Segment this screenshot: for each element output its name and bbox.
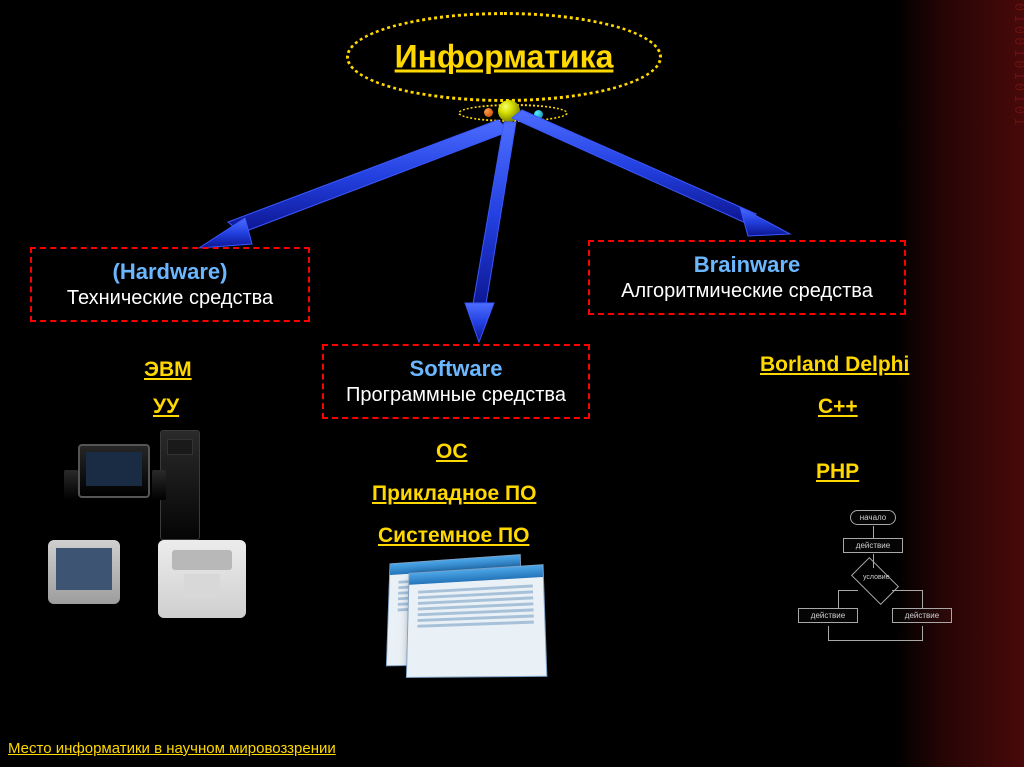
- hardware-illustration: [40, 440, 300, 640]
- center-sphere: [498, 100, 520, 122]
- brainware-link-php[interactable]: PHP: [816, 460, 859, 484]
- crt-monitor-icon: [48, 540, 120, 604]
- fc-action-left: действие: [798, 608, 858, 623]
- fc-start: начало: [850, 510, 896, 525]
- small-sphere-right: [534, 110, 543, 119]
- main-title: Информатика: [395, 39, 614, 76]
- speaker-left-icon: [64, 470, 78, 500]
- hardware-link-uu[interactable]: УУ: [153, 395, 179, 419]
- lcd-monitor-icon: [78, 444, 150, 498]
- brainware-ru-label: Алгоритмические средства: [604, 280, 890, 303]
- footer-link[interactable]: Место информатики в научном мировоззрени…: [8, 740, 336, 757]
- software-link-applied[interactable]: Прикладное ПО: [372, 482, 536, 506]
- window-front-icon: [406, 564, 547, 678]
- hardware-box: (Hardware) Технические средства: [30, 247, 310, 322]
- hardware-ru-label: Технические средства: [46, 287, 294, 310]
- small-sphere-left: [484, 108, 493, 117]
- software-ru-label: Программные средства: [338, 384, 574, 407]
- flowchart-illustration: начало действие условие действие действи…: [788, 510, 958, 670]
- software-box: Software Программные средства: [322, 344, 590, 419]
- brainware-link-delphi[interactable]: Borland Delphi: [760, 353, 909, 377]
- fc-cond-label: условие: [863, 574, 890, 581]
- pc-tower-icon: [160, 430, 200, 540]
- printer-icon: [158, 540, 246, 618]
- brainware-box: Brainware Алгоритмические средства: [588, 240, 906, 315]
- fc-diamond: [851, 557, 899, 605]
- software-eng-label: Software: [338, 356, 574, 382]
- title-ellipse: Информатика: [346, 12, 662, 102]
- fc-action-right: действие: [892, 608, 952, 623]
- software-link-os[interactable]: ОС: [436, 440, 468, 464]
- software-illustration: [385, 552, 557, 691]
- speaker-right-icon: [152, 470, 166, 500]
- software-link-system[interactable]: Системное ПО: [378, 524, 529, 548]
- fc-action-1: действие: [843, 538, 903, 553]
- brainware-eng-label: Brainware: [604, 252, 890, 278]
- hardware-link-evm[interactable]: ЭВМ: [144, 358, 192, 382]
- hardware-eng-label: (Hardware): [46, 259, 294, 285]
- brainware-link-cpp[interactable]: C++: [818, 395, 858, 419]
